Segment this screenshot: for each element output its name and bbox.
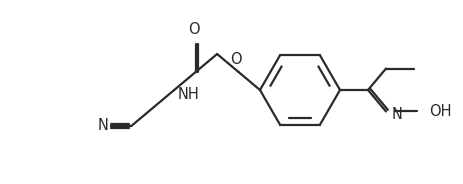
Text: O: O [229,52,241,67]
Text: O: O [188,22,199,37]
Text: OH: OH [428,104,450,119]
Text: N: N [98,118,108,134]
Text: NH: NH [177,88,199,102]
Text: N: N [391,107,402,122]
